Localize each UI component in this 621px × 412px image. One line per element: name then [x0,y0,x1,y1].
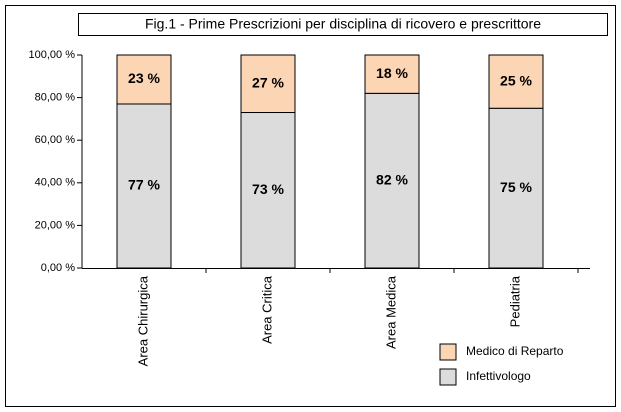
bar-segment [488,107,544,269]
legend-swatch [439,368,457,386]
value-label: 25 % [500,72,532,88]
bar-segment [364,54,420,94]
value-label: 77 % [128,177,160,193]
legend-label: Infettivologo [466,369,531,383]
bar-segment [488,54,544,109]
bar-segment [240,54,296,114]
value-label: 18 % [376,65,408,81]
x-tick-label: Area Medica [383,275,398,349]
title-box [78,13,608,36]
legend-label: Medico di Reparto [466,344,564,358]
y-tick-label: 40,00 % [35,177,76,189]
chart-title: Fig.1 - Prime Prescrizioni per disciplin… [145,16,541,32]
y-tick-label: 80,00 % [35,92,76,104]
value-label: 75 % [500,179,532,195]
value-label: 27 % [252,74,284,90]
value-label: 23 % [128,70,160,86]
bar-segment [364,92,420,269]
y-tick-label: 100,00 % [29,49,76,61]
bar-segment [116,54,172,105]
legend-swatch [439,343,457,361]
bar-segment [240,112,296,269]
x-tick-label: Area Chirurgica [135,275,150,366]
x-tick-label: Area Critica [259,275,274,344]
y-tick-label: 60,00 % [35,134,76,146]
y-tick-label: 20,00 % [35,219,76,231]
value-label: 82 % [376,171,408,187]
x-tick-label: Pediatria [507,275,522,327]
y-tick-label: 0,00 % [41,262,75,274]
value-label: 73 % [252,181,284,197]
